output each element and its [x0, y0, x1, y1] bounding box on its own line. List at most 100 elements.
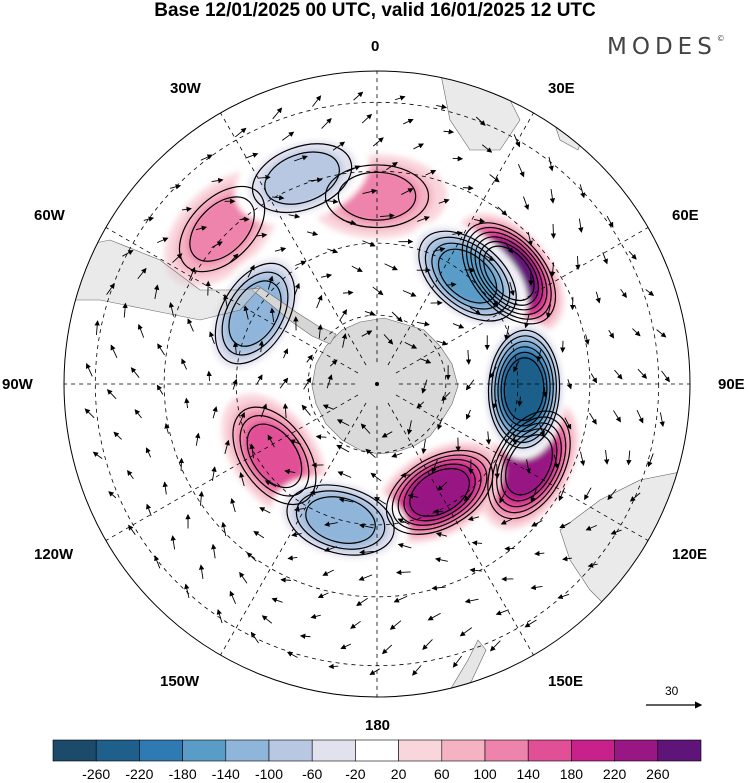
wind-vector: [156, 384, 164, 395]
wind-vector: [327, 248, 339, 254]
wind-vector: [407, 493, 419, 499]
wind-vector: [412, 665, 422, 676]
wind-vector: [603, 449, 610, 465]
wind-vector: [524, 313, 530, 329]
wind-vector: [267, 275, 274, 290]
wind-vector: [170, 535, 176, 550]
contour-line: [239, 415, 310, 497]
wind-vector: [404, 341, 418, 349]
wind-vector: [578, 218, 584, 233]
contour-line: [424, 236, 511, 316]
wind-vector: [400, 188, 414, 196]
colorbar-tick-label: 220: [602, 766, 627, 782]
wind-vector: [198, 564, 205, 580]
contour-line: [189, 196, 255, 262]
colorbar-segment: [571, 739, 615, 762]
contour-line: [500, 351, 548, 427]
wind-vector: [587, 562, 598, 568]
lon-label-90w: 90W: [2, 376, 33, 393]
contour-line: [497, 346, 551, 433]
contour-line: [487, 329, 561, 449]
wind-vector: [422, 639, 433, 651]
south-pole: [375, 382, 379, 386]
wind-vector: [181, 206, 192, 212]
wind-vector: [247, 264, 255, 278]
wind-vector: [463, 185, 474, 191]
contour-line: [437, 248, 498, 304]
wind-vector: [406, 420, 413, 435]
wind-vector: [187, 318, 194, 332]
colorbar-tick-label: 140: [516, 766, 540, 782]
contour-line: [491, 416, 567, 514]
wind-vector: [473, 218, 485, 224]
wind-vector: [353, 91, 364, 101]
wind-vector: [559, 521, 571, 529]
colorbar-segment: [614, 739, 659, 762]
wind-vector: [128, 524, 136, 535]
wind-vector: [269, 307, 276, 323]
wind-vector: [656, 329, 667, 338]
wind-vector: [287, 555, 298, 561]
wind-vector: [361, 330, 373, 337]
meridian-line: [395, 227, 649, 374]
colorbar-tick-label: 100: [473, 766, 497, 782]
wind-vector: [209, 331, 215, 344]
wind-vector: [143, 216, 155, 222]
colorbar-tick-label: 180: [559, 766, 584, 782]
wind-vector: [413, 143, 424, 150]
wind-vector: [282, 131, 295, 141]
wind-vector: [106, 389, 117, 400]
wind-vector: [464, 267, 476, 273]
colorbar-segment: [355, 739, 399, 762]
wind-vector: [245, 152, 259, 159]
wind-vector: [562, 556, 573, 562]
colorbar-segment: [268, 739, 313, 762]
wind-vector: [122, 250, 134, 257]
wind-vector: [164, 423, 170, 434]
colorbar-segment: [441, 739, 486, 762]
wind-vector: [419, 358, 432, 364]
contour-line: [232, 406, 317, 506]
antarctica: [311, 317, 459, 455]
wind-vector: [374, 496, 387, 505]
wind-vector: [157, 237, 169, 244]
wind-vector: [211, 543, 217, 559]
wind-vector: [513, 134, 521, 148]
wind-vector: [550, 262, 556, 278]
wind-vector: [223, 294, 229, 309]
wind-vector: [425, 169, 437, 176]
wind-vector: [489, 366, 497, 379]
wind-vector: [469, 567, 482, 573]
wind-vector: [536, 349, 542, 362]
wind-vector: [341, 333, 348, 348]
wind-vector: [513, 360, 520, 373]
wind-vector: [386, 161, 398, 171]
lon-label-60e: 60E: [672, 207, 699, 224]
wind-vector: [530, 488, 537, 503]
reference-vector-value: 30: [665, 684, 679, 698]
wind-vector: [579, 451, 586, 467]
wind-vector: [359, 549, 375, 555]
contour-line: [503, 357, 545, 422]
colorbar: [52, 739, 702, 762]
wind-vector: [340, 643, 352, 650]
wind-vector: [608, 329, 615, 339]
meridian-line: [105, 227, 359, 374]
wind-vector: [250, 631, 259, 644]
wind-vector: [391, 311, 403, 323]
wind-vector: [232, 378, 238, 390]
wind-vector: [342, 290, 354, 296]
wind-vector: [504, 325, 510, 341]
wind-vector: [489, 174, 500, 183]
meridian-line: [387, 402, 534, 656]
wind-vector: [485, 431, 492, 445]
wind-vector: [438, 198, 450, 204]
wind-vector: [154, 555, 161, 569]
colorbar-segment: [139, 739, 183, 762]
wind-vector: [212, 406, 218, 419]
contour-line: [470, 231, 548, 316]
wind-vector: [317, 324, 323, 339]
wind-vector: [130, 367, 140, 378]
wind-vector: [239, 471, 245, 487]
wind-vector: [549, 188, 556, 204]
